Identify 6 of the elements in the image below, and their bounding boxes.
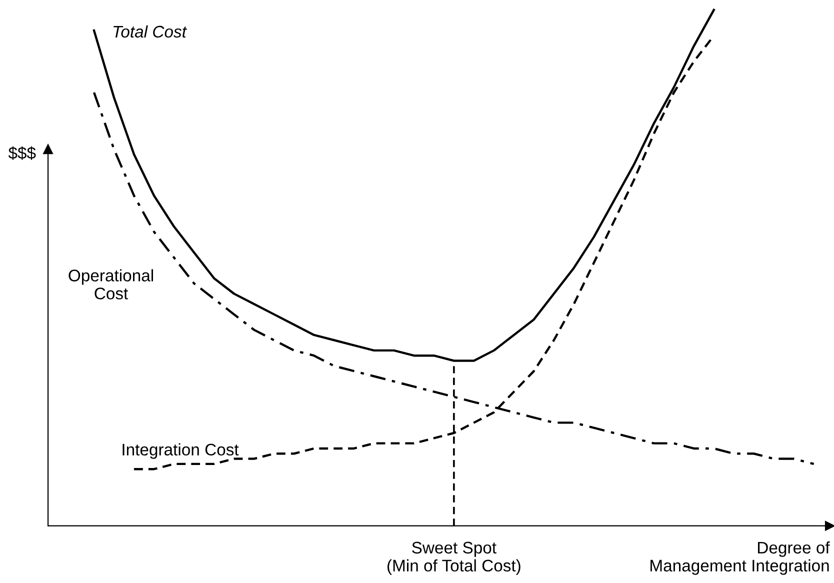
series-label: Integration Cost — [122, 443, 239, 459]
y-axis-title: $$$ — [8, 146, 36, 160]
series-label: Operational Cost — [68, 269, 153, 300]
series-label: Total Cost — [114, 25, 188, 38]
x-axis-title: Degree of Management Integration — [650, 541, 830, 575]
text: Sweet Spot (Min of Total Cost) — [388, 542, 520, 575]
